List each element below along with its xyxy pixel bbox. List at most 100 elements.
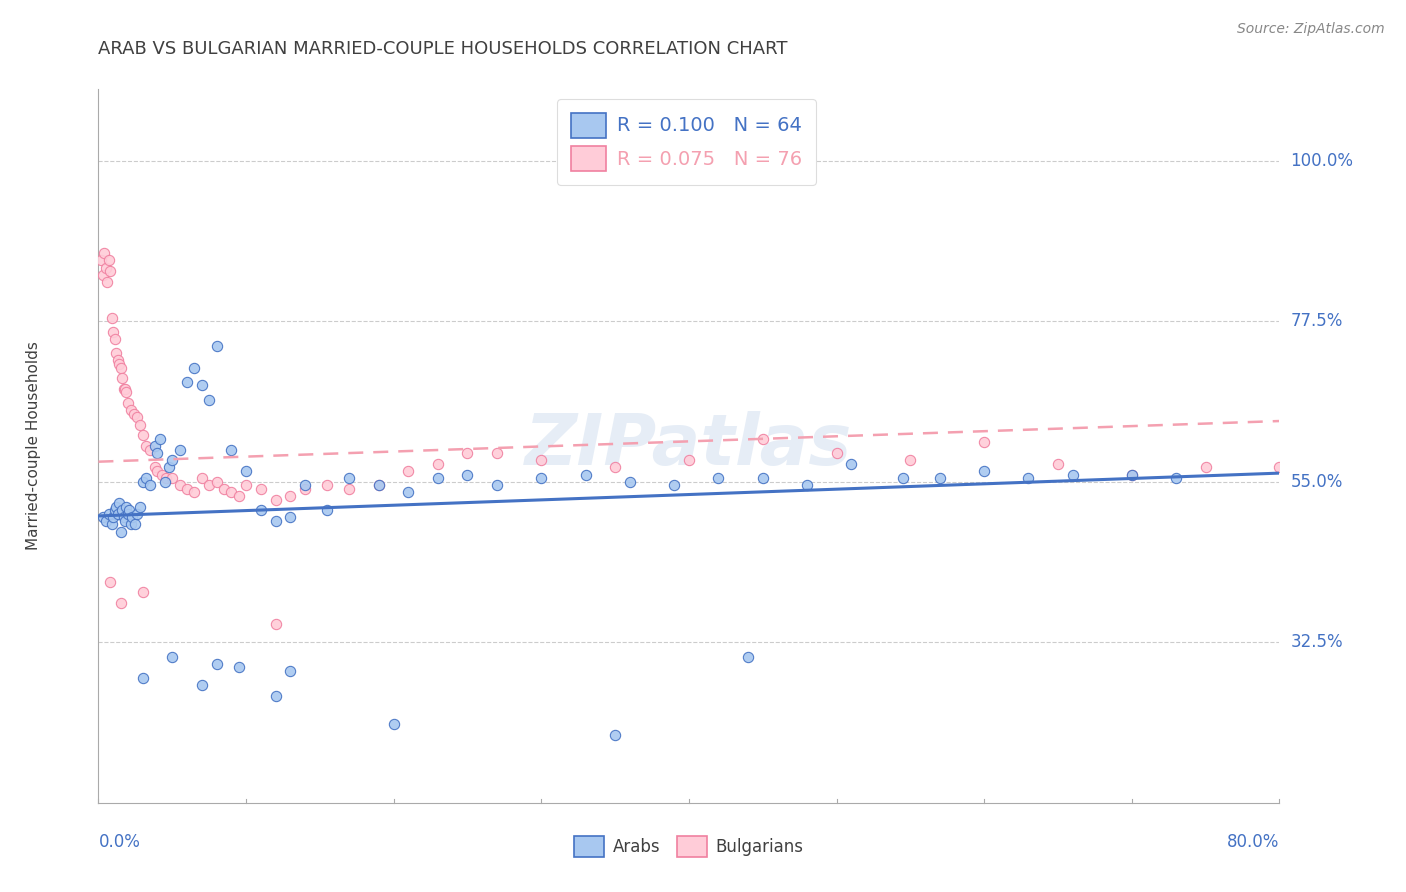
Point bbox=[149, 432, 172, 446]
Point bbox=[107, 353, 129, 368]
Point bbox=[228, 489, 250, 503]
Point bbox=[176, 375, 198, 389]
Text: Married-couple Households: Married-couple Households bbox=[25, 342, 41, 550]
Point bbox=[98, 574, 121, 589]
Point bbox=[110, 524, 132, 539]
Point bbox=[125, 507, 148, 521]
Point bbox=[108, 496, 131, 510]
Point bbox=[191, 678, 214, 692]
Point bbox=[157, 460, 180, 475]
Point bbox=[707, 471, 730, 485]
Text: 100.0%: 100.0% bbox=[1291, 152, 1354, 169]
Point bbox=[278, 489, 302, 503]
Point bbox=[117, 507, 139, 521]
Point bbox=[132, 585, 155, 599]
Text: 55.0%: 55.0% bbox=[1291, 473, 1343, 491]
Point bbox=[111, 371, 134, 385]
Point bbox=[796, 478, 818, 492]
Point bbox=[1164, 471, 1187, 485]
Text: Source: ZipAtlas.com: Source: ZipAtlas.com bbox=[1237, 22, 1385, 37]
Point bbox=[105, 500, 128, 514]
Point bbox=[928, 471, 950, 485]
Point bbox=[110, 596, 132, 610]
Point bbox=[100, 517, 122, 532]
Point bbox=[212, 482, 235, 496]
Point bbox=[205, 339, 228, 353]
Point bbox=[316, 503, 339, 517]
Point bbox=[530, 453, 553, 467]
Point bbox=[103, 325, 125, 339]
Point bbox=[198, 478, 221, 492]
Point bbox=[751, 432, 773, 446]
Point bbox=[121, 510, 143, 524]
Point bbox=[105, 346, 128, 360]
Point bbox=[120, 517, 142, 532]
Text: ZIPatlas: ZIPatlas bbox=[526, 411, 852, 481]
Point bbox=[153, 475, 176, 489]
Point bbox=[264, 492, 287, 507]
Point bbox=[294, 478, 316, 492]
Point bbox=[605, 728, 627, 742]
Point bbox=[183, 485, 205, 500]
Point bbox=[93, 246, 115, 260]
Point bbox=[110, 360, 132, 375]
Point bbox=[456, 446, 478, 460]
Point bbox=[235, 464, 257, 478]
Point bbox=[530, 471, 553, 485]
Point bbox=[100, 310, 122, 325]
Point bbox=[737, 649, 759, 664]
Point bbox=[169, 442, 191, 457]
Point bbox=[382, 717, 405, 731]
Point bbox=[132, 475, 155, 489]
Point bbox=[143, 460, 166, 475]
Point bbox=[427, 471, 450, 485]
Point bbox=[198, 392, 221, 407]
Point bbox=[891, 471, 914, 485]
Text: 0.0%: 0.0% bbox=[98, 833, 141, 851]
Point bbox=[205, 657, 228, 671]
Point bbox=[278, 664, 302, 678]
Point bbox=[1062, 467, 1084, 482]
Point bbox=[162, 649, 183, 664]
Point bbox=[162, 471, 183, 485]
Point bbox=[97, 253, 120, 268]
Point bbox=[107, 507, 129, 521]
Point bbox=[139, 478, 162, 492]
Point bbox=[456, 467, 478, 482]
Point bbox=[90, 253, 112, 268]
Point bbox=[150, 467, 173, 482]
Point bbox=[264, 689, 287, 703]
Point bbox=[176, 482, 198, 496]
Point bbox=[139, 442, 162, 457]
Point bbox=[825, 446, 848, 460]
Point bbox=[250, 482, 273, 496]
Point bbox=[112, 382, 135, 396]
Point bbox=[115, 385, 138, 400]
Point bbox=[1121, 467, 1143, 482]
Text: 80.0%: 80.0% bbox=[1227, 833, 1279, 851]
Point bbox=[228, 660, 250, 674]
Point bbox=[316, 478, 339, 492]
Point bbox=[1195, 460, 1218, 475]
Point bbox=[162, 453, 183, 467]
Point bbox=[155, 471, 177, 485]
Point bbox=[574, 467, 596, 482]
Point bbox=[1268, 460, 1291, 475]
Point bbox=[118, 503, 141, 517]
Point bbox=[114, 382, 136, 396]
Point bbox=[94, 514, 117, 528]
Point bbox=[337, 482, 360, 496]
Point bbox=[264, 514, 287, 528]
Point bbox=[264, 617, 287, 632]
Point bbox=[839, 457, 862, 471]
Point bbox=[278, 510, 302, 524]
Point bbox=[664, 478, 686, 492]
Point bbox=[219, 485, 242, 500]
Point bbox=[96, 275, 118, 289]
Point bbox=[235, 478, 257, 492]
Point bbox=[122, 407, 145, 421]
Point bbox=[605, 460, 627, 475]
Point bbox=[427, 457, 450, 471]
Point bbox=[900, 453, 922, 467]
Point bbox=[120, 403, 142, 417]
